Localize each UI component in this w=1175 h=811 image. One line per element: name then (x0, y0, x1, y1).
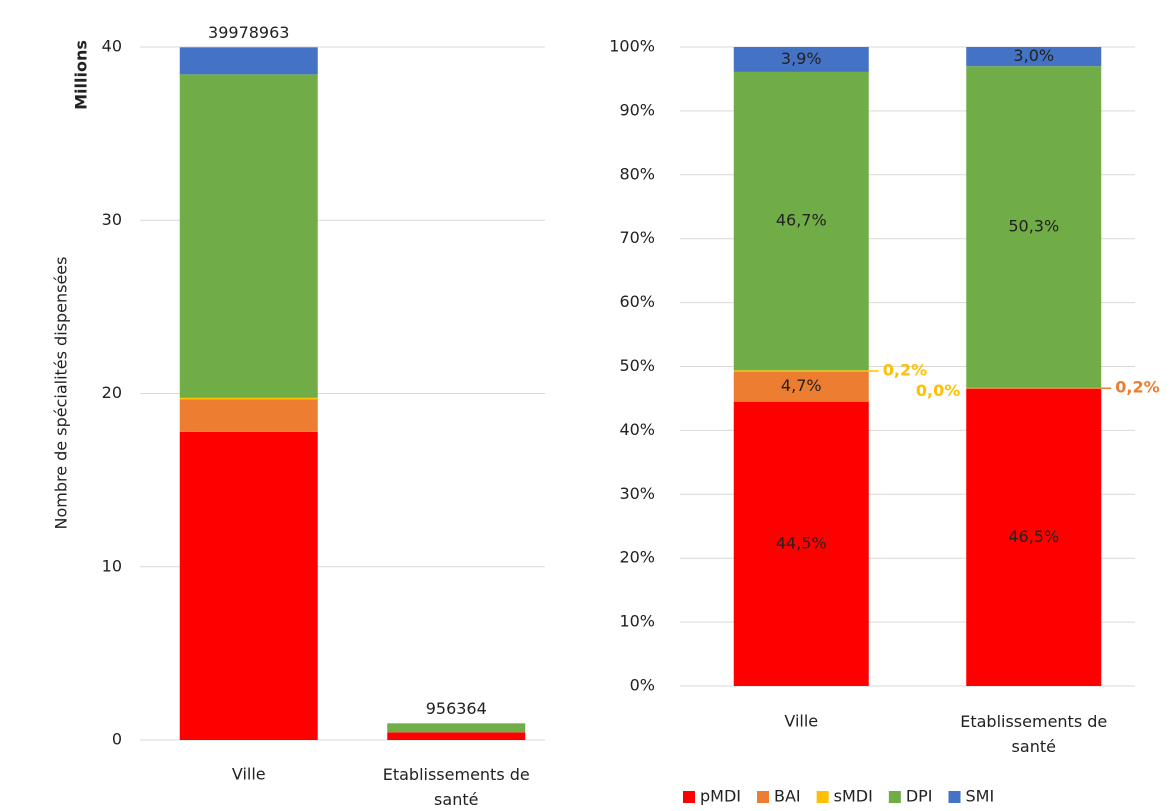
bar-segment (179, 74, 318, 398)
total-label: 956364 (426, 699, 487, 718)
x-tick-label: Etablissements de santé (383, 765, 530, 809)
bar-segment (733, 401, 869, 686)
y-tick-label: 60% (619, 292, 655, 311)
data-label: 44,5% (776, 533, 827, 552)
data-label: 3,9% (781, 49, 822, 68)
y-tick-label: 10% (619, 612, 655, 631)
bar-segment (733, 71, 869, 371)
y-axis-title: Nombre de spécialités dispensées (52, 257, 71, 530)
data-label: 46,5% (1008, 527, 1059, 546)
bar-segment (179, 431, 318, 740)
bar-segment (733, 370, 869, 372)
legend-label: SMI (966, 787, 995, 806)
x-tick-label: Ville (232, 765, 266, 784)
total-label: 39978963 (208, 23, 289, 42)
y-tick-label: 0 (112, 730, 122, 749)
y-tick-label: 0% (630, 676, 655, 695)
legend-swatch (683, 791, 695, 803)
x-tick-label: Ville (784, 712, 818, 731)
y-tick-label: 30% (619, 484, 655, 503)
data-label: 4,7% (781, 376, 822, 395)
legend-swatch (757, 791, 769, 803)
y-tick-label: 40 (102, 37, 122, 56)
y-tick-label: 30 (102, 210, 122, 229)
y-tick-label: 20% (619, 548, 655, 567)
y-tick-label: 90% (619, 100, 655, 119)
legend-swatch (948, 791, 961, 803)
bar-segment (733, 47, 869, 72)
bar-segment (387, 723, 526, 724)
bar-segment (387, 732, 526, 740)
data-label: 50,3% (1008, 216, 1059, 235)
data-label: 0,2% (1115, 378, 1159, 397)
legend-label: pMDI (700, 787, 741, 806)
y-tick-label: 40% (619, 420, 655, 439)
x-tick-label: Etablissements de santé (960, 712, 1107, 756)
bar-segment (733, 371, 869, 402)
bar-segment (966, 66, 1102, 388)
legend-swatch (816, 791, 829, 803)
y-tick-label: 10 (102, 556, 122, 575)
data-label: 0,0% (916, 381, 960, 400)
bar-segment (387, 723, 526, 733)
data-label: 46,7% (776, 211, 827, 230)
legend-label: DPI (906, 787, 933, 806)
bar-segment (966, 47, 1102, 67)
bar-segment (179, 47, 318, 75)
legend-label: sMDI (834, 787, 873, 806)
bar-segment (966, 388, 1102, 686)
y-tick-label: 100% (609, 37, 655, 56)
y-axis-unit: Millions (72, 40, 91, 110)
y-tick-label: 50% (619, 356, 655, 375)
bar-segment (966, 387, 1102, 389)
bar-segment (179, 397, 318, 400)
y-tick-label: 20 (102, 383, 122, 402)
legend-swatch (888, 791, 901, 803)
bar-segment (179, 399, 318, 432)
legend-label: BAI (774, 787, 801, 806)
data-label: 3,0% (1013, 46, 1054, 65)
data-label: 0,2% (883, 360, 927, 379)
y-tick-label: 70% (619, 228, 655, 247)
y-tick-label: 80% (619, 164, 655, 183)
